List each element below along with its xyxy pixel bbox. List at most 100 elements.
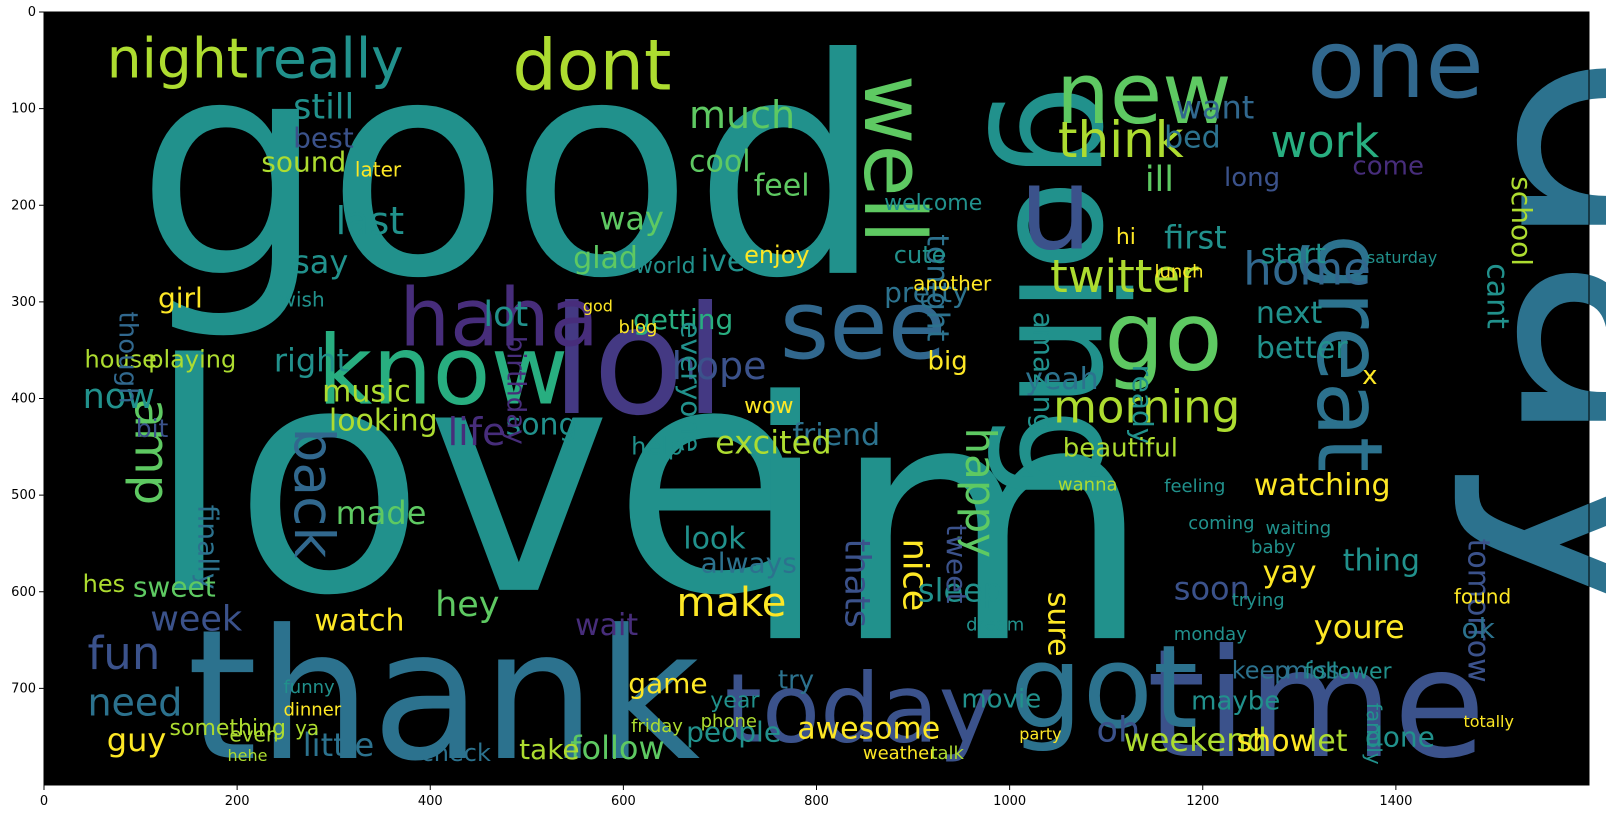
word-great: great [1297,234,1402,472]
word-ive: ive [701,244,746,279]
word-love: love [145,299,805,665]
word-really: really [252,27,404,91]
word-take: take [519,733,580,766]
word-ill: ill [1145,160,1174,200]
word-playing: playing [148,346,236,374]
word-im: im [739,332,1152,716]
word-ok: ok [1462,612,1496,645]
word-finally: finally [192,505,225,590]
word-time: time [1147,618,1486,792]
x-tick-label: 1000 [993,794,1026,809]
word-enjoy: enjoy [744,241,810,269]
word-year: year [710,689,760,714]
word-getting: getting [633,303,733,336]
word-awesome: awesome [797,712,940,747]
word-game: game [628,667,707,700]
word-best: best [293,121,354,154]
word-watching: watching [1254,468,1391,503]
word-monday: monday [1174,624,1247,645]
word-done: done [1365,720,1435,753]
word-family: family [1362,703,1386,765]
y-tick-label: 0 [28,5,36,20]
word-long: long [1224,163,1280,193]
y-tick-label: 100 [11,102,36,117]
word-today: today [725,655,995,765]
word-right: right [274,341,349,379]
word-welcome: welcome [884,191,982,216]
word-go: go [1104,283,1222,393]
word-make: make [676,580,786,626]
word-talk: talk [930,743,964,764]
word-first: first [1164,219,1227,257]
word-nice: nice [894,539,934,612]
word-hey: hey [435,585,499,625]
word-song: song [506,407,578,442]
word-weekend: weekend [1124,721,1267,759]
word-maybe: maybe [1191,687,1280,717]
y-tick-label: 200 [11,198,36,213]
y-tick-label: 400 [11,392,36,407]
word-week: week [150,599,243,639]
word-day: day [1445,51,1606,640]
word-youre: youre [1314,608,1405,646]
word-show: show [1237,724,1315,759]
word-thank: thank [187,592,700,801]
word-oh: oh [1097,711,1141,751]
word-soon: soon [1174,569,1250,607]
word-even: even [229,723,278,747]
word-watch: watch [314,603,404,638]
word-friend: friend [792,418,880,453]
y-tick-label: 300 [11,295,36,310]
word-way: way [599,199,664,237]
word-going: going [983,84,1157,503]
word-follow: follow [570,729,664,767]
word-check: check [421,739,491,767]
word-sound: sound [261,145,346,178]
word-big: big [928,347,968,377]
word-help: help [631,433,683,461]
word-dream: dream [966,614,1024,635]
word-good: good [136,0,884,344]
word-need: need [87,680,182,724]
word-well: well [844,75,943,244]
word-funny: funny [283,677,335,698]
word-wait: wait [575,608,638,643]
word-lol: lol [551,275,726,449]
x-tick-label: 0 [40,794,48,809]
word-hope: hope [672,344,767,388]
word-sure: sure [1040,592,1075,657]
word-girl: girl [158,282,203,315]
word-party: party [1019,725,1061,744]
word-wanna: wanna [1058,474,1118,495]
x-tick-label: 800 [804,794,829,809]
word-keep: keep [1232,657,1290,685]
x-tick-label: 600 [611,794,636,809]
word-back: back [282,427,346,558]
word-one: one [1307,10,1484,120]
word-little: little [303,726,374,764]
x-tick-label: 400 [418,794,443,809]
word-totally: totally [1463,712,1514,731]
word-world: world [635,254,696,279]
word-see: see [780,271,946,381]
word-friday: friday [631,716,683,737]
word-think: think [1058,111,1184,169]
word-school: school [1505,176,1538,266]
y-tick-label: 600 [11,585,36,600]
word-want: want [1176,88,1255,126]
word-much: much [689,93,795,137]
word-sleep: sleep [918,571,1003,609]
word-look: look [683,521,746,556]
x-tick-label: 1200 [1186,794,1219,809]
word-work: work [1270,115,1379,168]
word-feel: feel [754,169,810,204]
word-say: say [293,243,348,281]
word-haha: haha [399,271,598,364]
word-life: life [448,410,506,454]
word-beautiful: beautiful [1063,433,1178,463]
word-cool: cool [689,144,751,179]
plot-background [44,12,1589,785]
word-hi: hi [1116,225,1136,250]
word-follower: follower [1304,660,1392,685]
